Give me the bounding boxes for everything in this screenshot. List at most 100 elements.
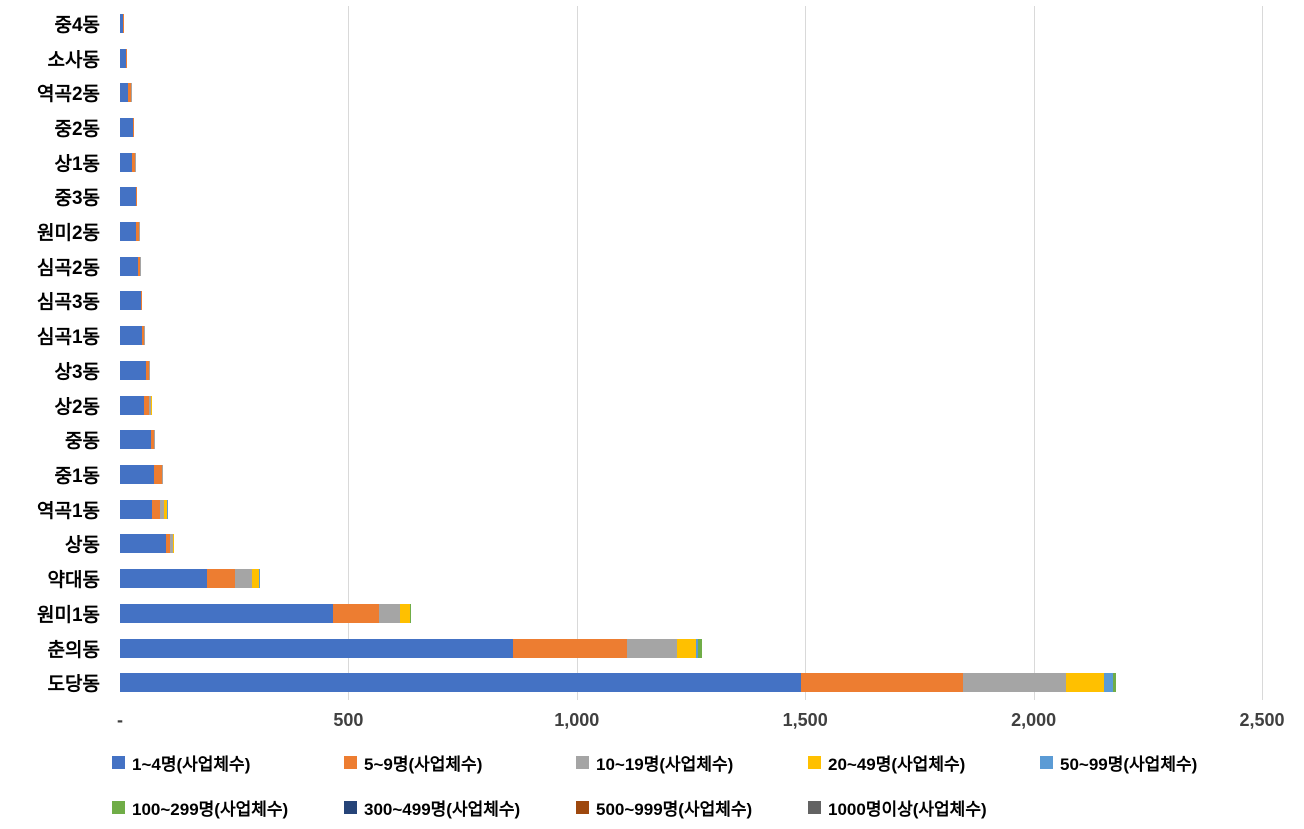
bar xyxy=(120,48,1262,68)
category-label: 역곡1동 xyxy=(36,500,100,522)
bar-segment xyxy=(252,569,259,589)
bar-segment xyxy=(120,117,133,137)
legend-label: 10~19명(사업체수) xyxy=(596,755,734,774)
bar-segment xyxy=(120,152,132,172)
category-label: 중1동 xyxy=(54,465,100,487)
category-label: 중동 xyxy=(65,431,100,453)
bar-row xyxy=(120,596,1262,631)
legend-swatch xyxy=(808,801,821,814)
bar-row xyxy=(120,631,1262,666)
bar-row xyxy=(120,284,1262,319)
bar-segment xyxy=(120,395,144,415)
legend-swatch xyxy=(1040,756,1053,769)
gridline xyxy=(576,6,578,700)
bar-segment xyxy=(120,360,147,380)
bar-segment xyxy=(120,13,123,33)
legend: 1~4명(사업체수) 5~9명(사업체수) 10~19명(사업체수) 20~49명(사… xyxy=(112,750,1272,820)
bar xyxy=(120,83,1262,103)
category-label: 도당동 xyxy=(47,674,100,696)
bar-segment xyxy=(120,187,137,207)
category-label: 원미1동 xyxy=(36,604,100,626)
bar xyxy=(120,603,1262,623)
bar-segment xyxy=(409,603,411,623)
gridline xyxy=(348,6,350,700)
bar-segment xyxy=(800,673,963,693)
bar-segment xyxy=(143,395,150,415)
bar-segment xyxy=(677,638,696,658)
category-label: 상3동 xyxy=(54,361,100,383)
bar-row xyxy=(120,561,1262,596)
legend-item: 20~49명(사업체수) xyxy=(808,750,1040,775)
bar-row xyxy=(120,41,1262,76)
category-label: 중2동 xyxy=(54,118,100,140)
bar-segment xyxy=(695,638,698,658)
x-tick-label: 1,000 xyxy=(554,710,600,730)
bar xyxy=(120,395,1262,415)
bar-segment xyxy=(1065,673,1105,693)
legend-swatch xyxy=(344,756,357,769)
bar-row xyxy=(120,457,1262,492)
bar xyxy=(120,222,1262,242)
bar xyxy=(120,117,1262,137)
category-label: 심곡2동 xyxy=(36,257,100,279)
bar-segment xyxy=(378,603,401,623)
bar-segment xyxy=(206,569,236,589)
legend-item: 1~4명(사업체수) xyxy=(112,750,344,775)
bar-segment xyxy=(154,464,162,484)
bar-segment xyxy=(120,569,207,589)
plot-area xyxy=(120,6,1263,700)
category-label: 약대동 xyxy=(47,570,100,592)
bar-segment xyxy=(138,256,141,276)
bar xyxy=(120,569,1262,589)
bar xyxy=(120,256,1262,276)
bar-segment xyxy=(170,534,173,554)
legend-swatch xyxy=(344,801,357,814)
legend-item: 1000명이상(사업체수) xyxy=(808,795,1040,820)
bar-segment xyxy=(151,499,161,519)
bar-segment xyxy=(120,603,333,623)
bar-segment xyxy=(120,499,152,519)
category-label: 소사동 xyxy=(47,49,100,71)
bar-segment xyxy=(160,499,164,519)
bar-segment xyxy=(136,187,138,207)
category-label: 심곡3동 xyxy=(36,292,100,314)
x-tick-label: - xyxy=(117,710,123,730)
legend-label: 20~49명(사업체수) xyxy=(828,755,966,774)
x-tick-label: 2,000 xyxy=(1011,710,1057,730)
bar-segment xyxy=(120,673,801,693)
bar-rows xyxy=(120,6,1262,700)
bar-row xyxy=(120,180,1262,215)
bar xyxy=(120,13,1262,33)
legend-label: 1000명이상(사업체수) xyxy=(828,800,987,819)
legend-label: 1~4명(사업체수) xyxy=(132,755,251,774)
bar-segment xyxy=(161,464,163,484)
bar xyxy=(120,152,1262,172)
bar-segment xyxy=(120,534,166,554)
category-label: 상2동 xyxy=(54,396,100,418)
bar-row xyxy=(120,665,1262,700)
legend-label: 50~99명(사업체수) xyxy=(1060,755,1198,774)
legend-item: 5~9명(사업체수) xyxy=(344,750,576,775)
legend-item: 10~19명(사업체수) xyxy=(576,750,808,775)
bar-segment xyxy=(512,638,628,658)
bar-row xyxy=(120,353,1262,388)
category-label: 원미2동 xyxy=(36,223,100,245)
bar-row xyxy=(120,422,1262,457)
category-label: 심곡1동 xyxy=(36,327,100,349)
category-label: 역곡2동 xyxy=(36,84,100,106)
bar-segment xyxy=(120,291,141,311)
category-label: 상동 xyxy=(65,535,100,557)
bar-row xyxy=(120,318,1262,353)
legend-item: 500~999명(사업체수) xyxy=(576,795,808,820)
bar-row xyxy=(120,214,1262,249)
bar-segment xyxy=(120,430,152,450)
bar-row xyxy=(120,388,1262,423)
x-tick-label: 1,500 xyxy=(782,710,828,730)
bar-row xyxy=(120,110,1262,145)
bar-segment xyxy=(151,430,154,450)
bar-segment xyxy=(627,638,678,658)
y-axis-labels: 중4동 소사동 역곡2동 중2동 상1동 중3동 원미2동 심곡2동 심곡3동 심곡1동 상3동 상2… xyxy=(0,6,112,700)
gridline xyxy=(805,6,807,700)
bar-segment xyxy=(400,603,410,623)
